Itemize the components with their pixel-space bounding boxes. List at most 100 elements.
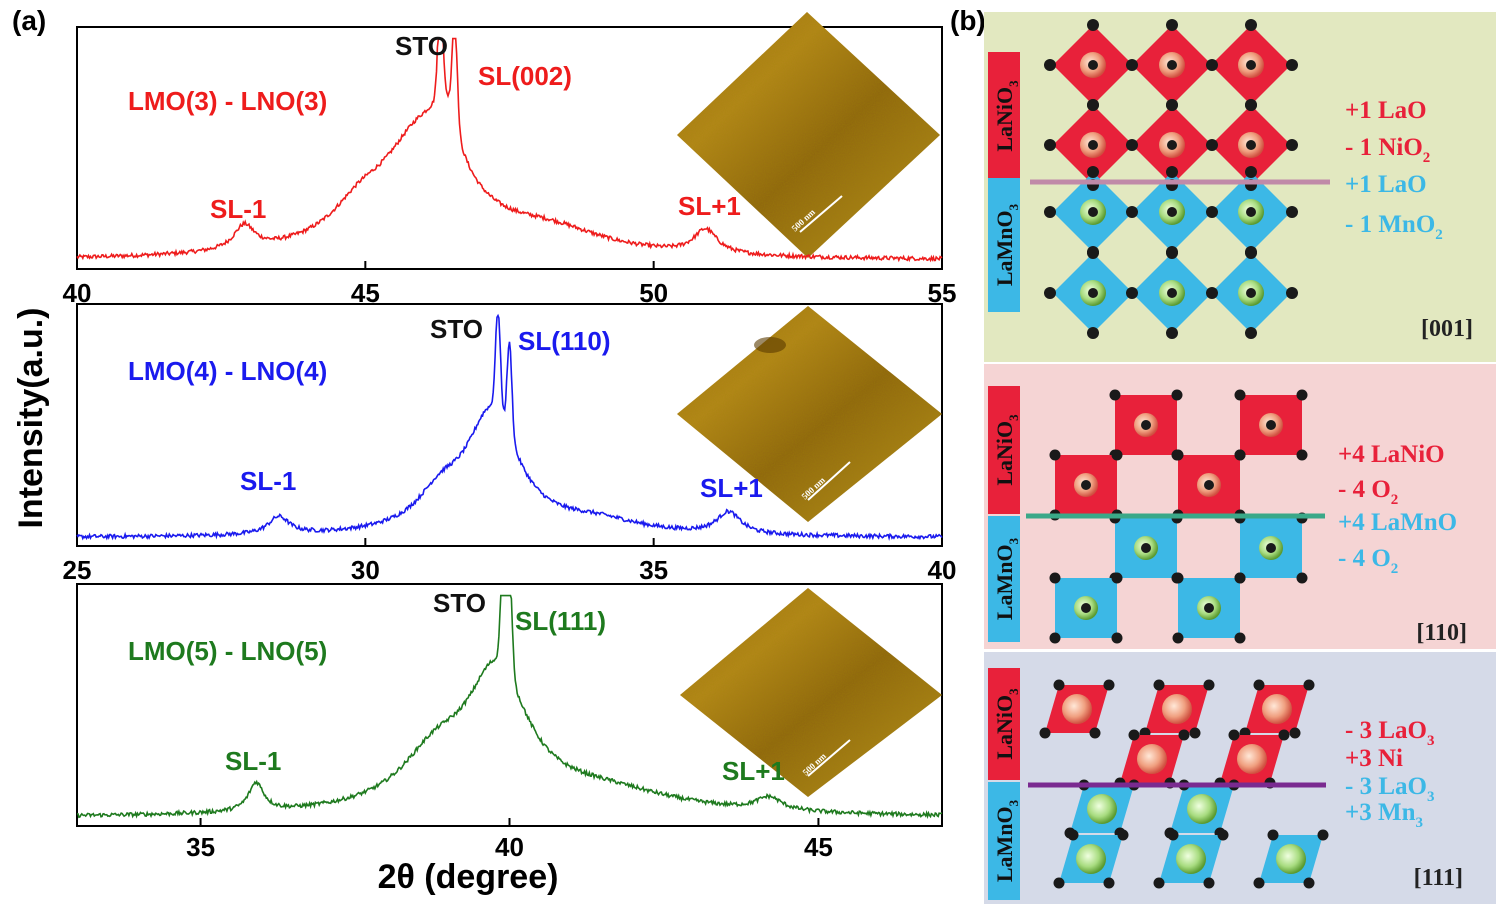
oxygen-atom (1103, 679, 1115, 691)
sample-label: LMO(3) - LNO(3) (128, 86, 327, 116)
cation-sphere (1087, 794, 1117, 824)
metal-atom (1141, 543, 1151, 553)
oxygen-atom (1049, 449, 1061, 461)
oxygen-atom (1253, 877, 1265, 889)
oxygen-atom (1206, 139, 1218, 151)
oxygen-atom (1109, 389, 1121, 401)
x-ticks: 25 30 35 40 (63, 538, 957, 585)
oxygen-atom (1296, 449, 1308, 461)
lamno3-label: LaMnO3 (992, 799, 1021, 882)
x-tick-label: 45 (804, 832, 833, 862)
peak-label-sl-plus: SL+1 (722, 756, 785, 786)
metal-atom (1266, 420, 1276, 430)
afm-scale-bar (799, 195, 843, 233)
metal-atom (1088, 140, 1098, 150)
oxygen-atom (1044, 59, 1056, 71)
x-tick-label: 35 (186, 832, 215, 862)
afm-texture (680, 588, 942, 797)
oxygen-atom (1153, 877, 1165, 889)
metal-atom (1246, 207, 1256, 217)
oxygen-atom (1286, 59, 1298, 71)
cation-sphere (1137, 744, 1167, 774)
oxygen-atom (1303, 679, 1315, 691)
oxygen-atom (1166, 247, 1178, 259)
x-axis-label: 2θ (degree) (378, 858, 559, 896)
peak-label-sto: STO (430, 314, 483, 344)
metal-atom (1167, 207, 1177, 217)
oxygen-atom (1087, 327, 1099, 339)
lanio3-bar (988, 52, 1020, 180)
oxygen-atom (1126, 206, 1138, 218)
lanio3-label: LaNiO3 (992, 414, 1021, 486)
panel-label-a: (a) (12, 5, 46, 36)
cation-sphere (1062, 694, 1092, 724)
xrd-chart-110: 500 nm LMO(4) - LNO(4) 25 30 35 40 STO SL(11… (63, 303, 957, 585)
oxygen-atom (1234, 572, 1246, 584)
lamno3-label: LaMnO3 (992, 203, 1021, 286)
afm-dark-spot (754, 337, 786, 353)
lamno3-label: LaMnO3 (992, 537, 1021, 620)
cation-sphere (1187, 794, 1217, 824)
oxygen-atom (1128, 729, 1140, 741)
oxygen-atom (1117, 829, 1129, 841)
layer-charge-label: +4 LaNiO (1338, 441, 1445, 468)
peak-annotations: STO SL(111) SL-1 SL+1 (225, 588, 785, 786)
oxygen-atom (1166, 327, 1178, 339)
metal-atom (1081, 480, 1091, 490)
lanio3-bar (988, 386, 1020, 514)
oxygen-atom (1217, 829, 1229, 841)
oxygen-atom (1286, 139, 1298, 151)
oxygen-atom (1206, 206, 1218, 218)
oxygen-atom (1178, 729, 1190, 741)
lanio3-bar (988, 668, 1020, 780)
lamno3-bar (988, 516, 1020, 642)
layer-charge-label: - 1 NiO2 (1345, 134, 1430, 166)
oxygen-atom (1111, 449, 1123, 461)
oxygen-atom (1044, 287, 1056, 299)
metal-atom (1246, 60, 1256, 70)
oxygen-atom (1087, 99, 1099, 111)
oxygen-atom (1089, 727, 1101, 739)
peak-label-main: SL(110) (518, 326, 611, 356)
xrd-chart-111: 500 nm LMO(5) - LNO(5) 35 40 45 STOSL(111)… (76, 583, 943, 862)
oxygen-atom (1289, 727, 1301, 739)
cation-sphere (1162, 694, 1192, 724)
oxygen-atom (1044, 139, 1056, 151)
metal-atom (1204, 480, 1214, 490)
x-tick-label: 40 (928, 555, 957, 585)
plot-frame (76, 303, 943, 547)
oxygen-atom (1126, 287, 1138, 299)
oxygen-atom (1245, 99, 1257, 111)
panel-label-b: (b) (950, 5, 986, 36)
peak-label-sto: STO (395, 31, 448, 61)
oxygen-atom (1166, 19, 1178, 31)
oxygen-atom (1053, 877, 1065, 889)
oxygen-atom (1206, 59, 1218, 71)
x-tick-label: 30 (351, 555, 380, 585)
oxygen-atom (1172, 572, 1184, 584)
layer-charge-label: - 3 LaO3 (1345, 773, 1434, 805)
orientation-label: [111] (1414, 865, 1463, 891)
lamno3-bar (988, 178, 1020, 312)
xrd-curve (76, 313, 943, 542)
layer-charge-label: - 4 O2 (1338, 545, 1398, 577)
oxygen-atom (1166, 99, 1178, 111)
layer-charge-label: - 4 O2 (1338, 476, 1398, 508)
peak-label-main: SL(002) (478, 61, 572, 91)
metal-atom (1167, 60, 1177, 70)
peak-label-sl-minus: SL-1 (240, 466, 296, 496)
x-tick-label: 25 (63, 555, 92, 585)
x-tick-label: 40 (495, 832, 524, 862)
metal-atom (1266, 543, 1276, 553)
metal-atom (1246, 288, 1256, 298)
oxygen-atom (1296, 572, 1308, 584)
metal-atom (1088, 60, 1098, 70)
xrd-chart-001: 500 nm LMO(3) - LNO(3) 40 45 50 55 STOSL(00… (63, 12, 956, 308)
metal-atom (1088, 288, 1098, 298)
peak-label-sl-plus: SL+1 (678, 191, 741, 221)
layer-charge-label: - 3 LaO3 (1345, 717, 1434, 749)
oxygen-atom (1044, 206, 1056, 218)
